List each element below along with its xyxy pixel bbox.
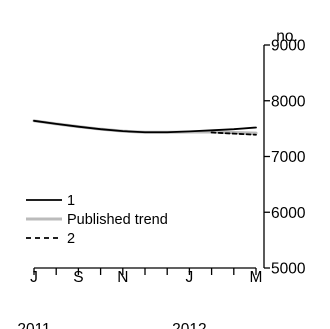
x-tick-label: M xyxy=(250,269,263,286)
legend-label: 2 xyxy=(67,231,75,247)
legend: 1 Published trend 2 xyxy=(26,193,168,247)
legend-label: Published trend xyxy=(67,212,168,228)
axes: 5000 6000 7000 8000 9000 J S N J M 2011 2012 xyxy=(17,38,306,329)
y-unit-label: no. xyxy=(276,28,298,45)
x-tick-label: J xyxy=(186,269,194,286)
y-tick-label: 7000 xyxy=(271,149,306,166)
y-tick-label: 8000 xyxy=(271,93,306,110)
series-line-3 xyxy=(210,131,257,136)
series-lines xyxy=(32,119,258,136)
y-tick-label: 5000 xyxy=(271,261,306,278)
x-tick-label: S xyxy=(73,269,83,286)
legend-label: 1 xyxy=(67,193,75,209)
x-year-label: 2011 xyxy=(17,321,50,329)
x-tick-label: N xyxy=(117,269,128,286)
series-line-2 xyxy=(32,119,258,135)
series-line-1 xyxy=(33,119,257,134)
y-tick-label: 6000 xyxy=(271,205,306,222)
x-tick-label: J xyxy=(30,269,38,286)
y-tick-label: 9000 xyxy=(271,38,306,55)
x-year-label: 2012 xyxy=(172,321,206,329)
